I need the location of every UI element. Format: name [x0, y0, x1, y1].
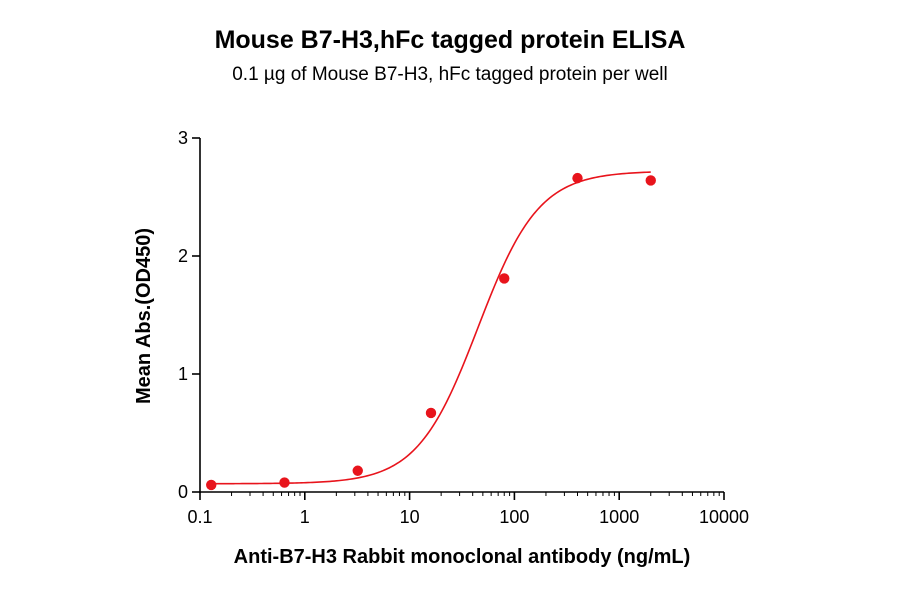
x-tick-label: 1	[300, 507, 310, 527]
data-point	[425, 407, 437, 419]
x-tick-label: 10	[400, 507, 420, 527]
y-tick-label: 2	[178, 246, 188, 266]
y-tick-label: 0	[178, 482, 188, 502]
data-point	[499, 273, 510, 284]
data-point	[645, 175, 656, 186]
chart-subtitle: 0.1 µg of Mouse B7-H3, hFc tagged protei…	[232, 64, 668, 85]
data-point	[206, 479, 217, 491]
x-axis-label: Anti-B7-H3 Rabbit monoclonal antibody (n…	[234, 546, 691, 568]
data-point	[572, 172, 583, 184]
y-tick-label: 1	[178, 364, 188, 384]
y-axis-label: Mean Abs.(OD450)	[133, 228, 155, 404]
chart-title: Mouse B7-H3,hFc tagged protein ELISA	[214, 26, 686, 54]
data-point	[279, 477, 290, 488]
x-tick-label: 100	[499, 507, 529, 527]
ticks: 0 1 2 3 0.1 1 10 100 1000 10000	[178, 128, 749, 527]
x-tick-label: 0.1	[187, 507, 212, 527]
data-point	[352, 465, 363, 476]
y-tick-label: 3	[178, 128, 188, 148]
fit-curve	[211, 171, 651, 485]
x-tick-label: 10000	[699, 507, 749, 527]
axes	[199, 138, 724, 493]
data-points	[206, 172, 656, 491]
x-tick-label: 1000	[599, 507, 639, 527]
